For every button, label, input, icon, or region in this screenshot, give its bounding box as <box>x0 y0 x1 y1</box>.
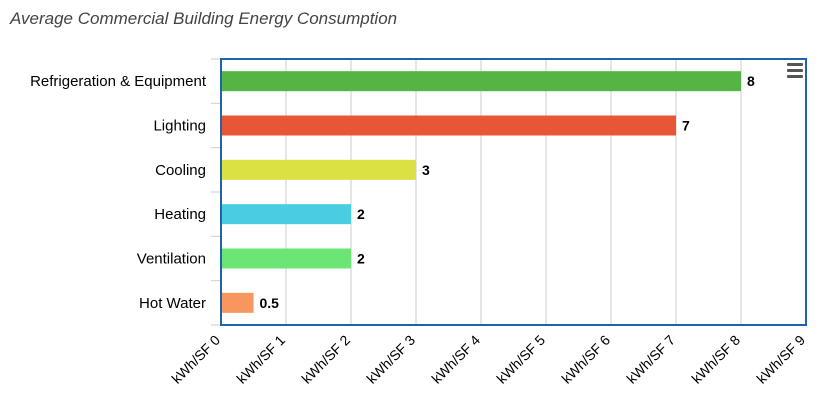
x-tick-label: kWh/SF 4 <box>428 332 483 387</box>
category-label: Hot Water <box>139 295 206 312</box>
x-tick-label: kWh/SF 2 <box>298 332 353 387</box>
category-label: Heating <box>154 206 206 223</box>
hamburger-menu-icon <box>787 63 803 66</box>
x-tick-label: kWh/SF 7 <box>623 332 678 387</box>
hamburger-menu-icon-bar <box>787 69 803 72</box>
x-tick-label: kWh/SF 1 <box>233 332 288 387</box>
x-tick-label: kWh/SF 5 <box>493 332 548 387</box>
category-label: Cooling <box>155 162 206 179</box>
data-label: 7 <box>682 118 690 134</box>
x-tick-label: kWh/SF 8 <box>688 332 743 387</box>
bar[interactable] <box>221 115 676 136</box>
data-label: 2 <box>357 251 365 267</box>
data-label: 2 <box>357 206 365 222</box>
bar-series <box>221 71 741 313</box>
x-tick-label: kWh/SF 3 <box>363 332 418 387</box>
hamburger-menu-icon-bar <box>787 75 803 78</box>
x-tick-label: kWh/SF 6 <box>558 332 613 387</box>
chart-title: Average Commercial Building Energy Consu… <box>10 9 398 28</box>
data-label: 3 <box>422 162 430 178</box>
data-labels: 8 7 3 2 2 0.5 <box>260 73 756 311</box>
x-axis-tick-labels: kWh/SF 0 kWh/SF 1 kWh/SF 2 kWh/SF 3 kWh/SF 4… <box>168 332 808 387</box>
x-tick-label: kWh/SF 9 <box>753 332 808 387</box>
data-label: 0.5 <box>260 295 280 311</box>
bar[interactable] <box>221 159 416 180</box>
bar[interactable] <box>221 71 741 92</box>
data-label: 8 <box>747 73 755 89</box>
plot-border <box>220 58 807 326</box>
grid-lines <box>211 58 742 326</box>
category-label: Lighting <box>153 118 206 135</box>
category-label: Ventilation <box>137 251 206 268</box>
bar[interactable] <box>221 204 351 225</box>
category-label: Refrigeration & Equipment <box>30 73 207 90</box>
bar[interactable] <box>221 248 351 269</box>
bar[interactable] <box>221 292 254 313</box>
category-labels: Refrigeration & Equipment Lighting Cooling… <box>30 73 207 312</box>
chart-menu-button[interactable] <box>784 60 806 80</box>
x-tick-label: kWh/SF 0 <box>168 332 223 387</box>
